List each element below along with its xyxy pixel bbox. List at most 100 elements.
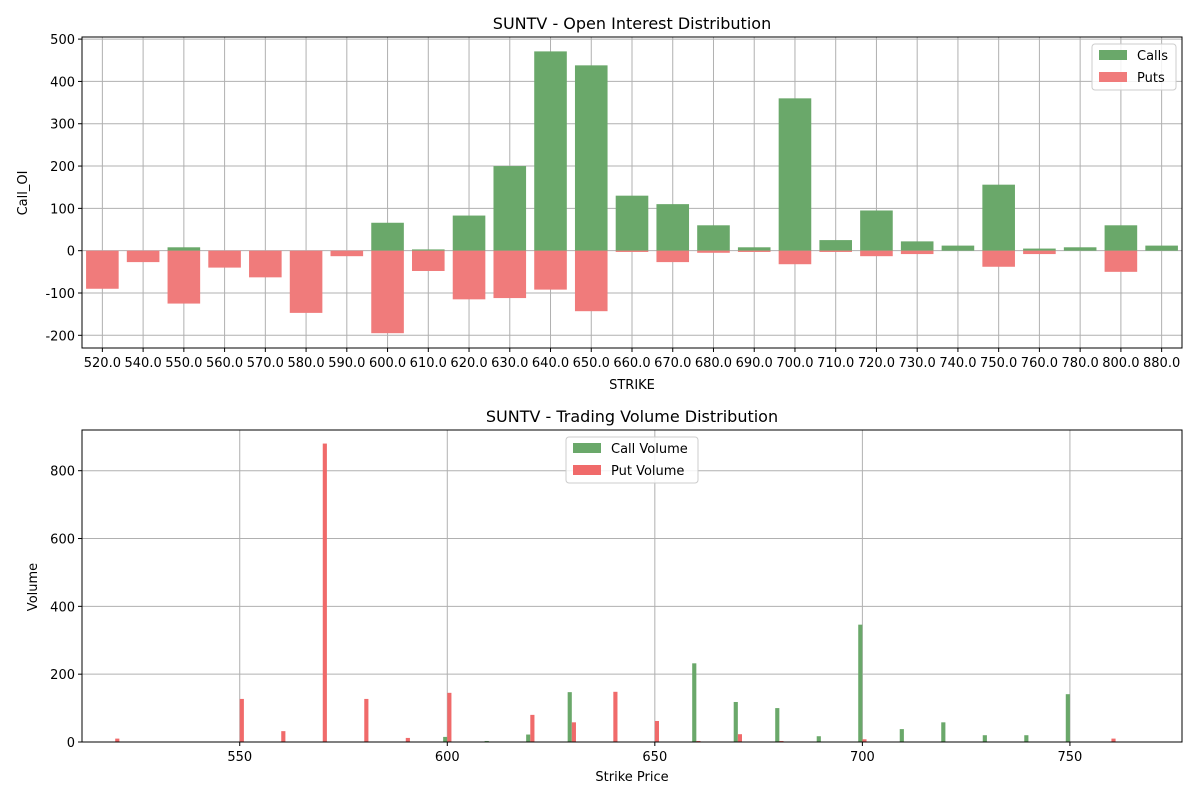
volume-y-ticks: 0 200 400 600 800	[50, 465, 82, 751]
oi-x-tick-label: 650.0	[573, 356, 610, 371]
volume-x-ticks: 550 600 650 700 750	[227, 742, 1082, 765]
call-volume-bar	[1024, 735, 1029, 742]
call-volume-bar	[1065, 694, 1070, 742]
put-volume-bar	[364, 698, 369, 742]
oi-y-ticks: -200 -100 0 100 200 300 400 500	[45, 33, 82, 344]
calls-oi-bar	[371, 222, 404, 251]
calls-oi-bar	[900, 241, 934, 251]
calls-oi-bar	[697, 225, 730, 251]
oi-x-tick-label: 750.0	[980, 356, 1017, 371]
calls-oi-bar	[615, 195, 649, 251]
oi-legend: Calls Puts	[1091, 43, 1177, 91]
puts-oi-bar	[1023, 250, 1056, 255]
volume-bars	[115, 443, 1116, 742]
oi-x-tick-label: 520.0	[84, 356, 121, 371]
oi-x-tick-label: 720.0	[858, 356, 895, 371]
puts-oi-bar	[860, 250, 893, 257]
calls-oi-bar	[778, 98, 812, 251]
call-volume-bar	[692, 663, 697, 742]
volume-x-tick-label: 600	[435, 750, 460, 765]
put-volume-bar	[779, 740, 784, 742]
puts-oi-bar	[982, 250, 1015, 267]
oi-x-tick-label: 730.0	[899, 356, 936, 371]
oi-chart: SUNTV - Open Interest Distribution -200-…	[16, 14, 1183, 393]
call-volume-bar	[526, 734, 531, 742]
calls-oi-bar	[819, 240, 852, 251]
oi-y-tick-label: 400	[50, 75, 75, 90]
legend-swatch-put-volume	[573, 465, 601, 475]
oi-y-tick-label: 300	[50, 118, 75, 133]
legend-label-put-volume: Put Volume	[611, 464, 684, 479]
oi-x-tick-label: 570.0	[247, 356, 284, 371]
oi-y-tick-label: -100	[45, 287, 75, 302]
volume-x-tick-label: 750	[1058, 750, 1083, 765]
oi-x-tick-label: 690.0	[736, 356, 773, 371]
put-volume-bar	[281, 731, 286, 742]
puts-oi-bar	[778, 250, 812, 265]
oi-y-tick-label: 200	[50, 160, 75, 175]
call-volume-bar	[816, 736, 821, 742]
oi-x-ticks: 520.0 540.0 550.0 560.0 570.0 580.0 590.0 600.0…	[84, 348, 1180, 371]
volume-x-axis-label: Strike Price	[595, 770, 668, 785]
put-volume-bar	[737, 734, 742, 742]
oi-x-tick-label: 550.0	[165, 356, 202, 371]
puts-oi-bar	[126, 250, 160, 263]
calls-oi-bar	[860, 210, 893, 251]
oi-grid	[82, 37, 1182, 348]
put-volume-bar	[654, 720, 659, 742]
volume-y-tick-label: 400	[50, 600, 75, 615]
oi-x-tick-label: 880.0	[1143, 356, 1180, 371]
puts-oi-bar	[900, 250, 934, 255]
calls-oi-bar	[534, 51, 567, 251]
puts-oi-bar	[697, 250, 730, 253]
call-volume-bar	[567, 692, 572, 742]
oi-x-tick-label: 800.0	[1102, 356, 1139, 371]
oi-x-tick-label: 780.0	[1062, 356, 1099, 371]
put-volume-bar	[239, 698, 244, 742]
oi-y-tick-label: 0	[67, 245, 75, 260]
calls-oi-bar	[493, 166, 527, 251]
call-volume-bar	[858, 624, 863, 742]
puts-oi-bar	[249, 250, 282, 278]
call-volume-bar	[775, 708, 780, 742]
puts-oi-bar	[615, 250, 649, 252]
calls-oi-bar	[982, 184, 1015, 251]
put-volume-bar	[862, 739, 867, 742]
oi-y-tick-label: 100	[50, 202, 75, 217]
put-volume-bar	[571, 722, 576, 742]
put-volume-bar	[322, 443, 327, 742]
oi-x-tick-label: 600.0	[369, 356, 406, 371]
oi-y-axis-label: Call_OI	[16, 171, 31, 216]
calls-oi-bar	[1063, 247, 1097, 251]
call-volume-bar	[941, 722, 946, 742]
puts-oi-bar	[534, 250, 567, 290]
legend-label-call-volume: Call Volume	[611, 442, 688, 457]
puts-oi-bar	[412, 250, 445, 271]
puts-oi-bar	[167, 250, 201, 304]
put-volume-bar	[1111, 738, 1116, 742]
puts-oi-bar	[330, 250, 364, 257]
calls-oi-bar	[167, 247, 201, 251]
calls-oi-bar	[941, 245, 975, 251]
oi-x-tick-label: 610.0	[410, 356, 447, 371]
volume-x-tick-label: 700	[850, 750, 875, 765]
puts-oi-bar	[493, 250, 527, 299]
calls-oi-bar	[412, 249, 445, 251]
call-volume-bar	[899, 729, 904, 742]
put-volume-bar	[613, 691, 618, 742]
calls-oi-bar	[452, 215, 486, 251]
oi-x-tick-label: 710.0	[817, 356, 854, 371]
oi-y-tick-label: -200	[45, 329, 75, 344]
puts-oi-bar	[452, 250, 486, 300]
puts-oi-bar	[86, 250, 119, 289]
puts-oi-bar	[737, 250, 771, 252]
puts-oi-bar	[289, 250, 323, 313]
volume-chart-title: SUNTV - Trading Volume Distribution	[486, 407, 778, 426]
put-volume-bar	[696, 740, 701, 742]
calls-oi-bar	[1104, 225, 1138, 251]
put-volume-bar	[447, 692, 452, 742]
oi-x-axis-label: STRIKE	[609, 378, 655, 393]
volume-y-tick-label: 600	[50, 533, 75, 548]
legend-swatch-calls	[1099, 50, 1127, 60]
